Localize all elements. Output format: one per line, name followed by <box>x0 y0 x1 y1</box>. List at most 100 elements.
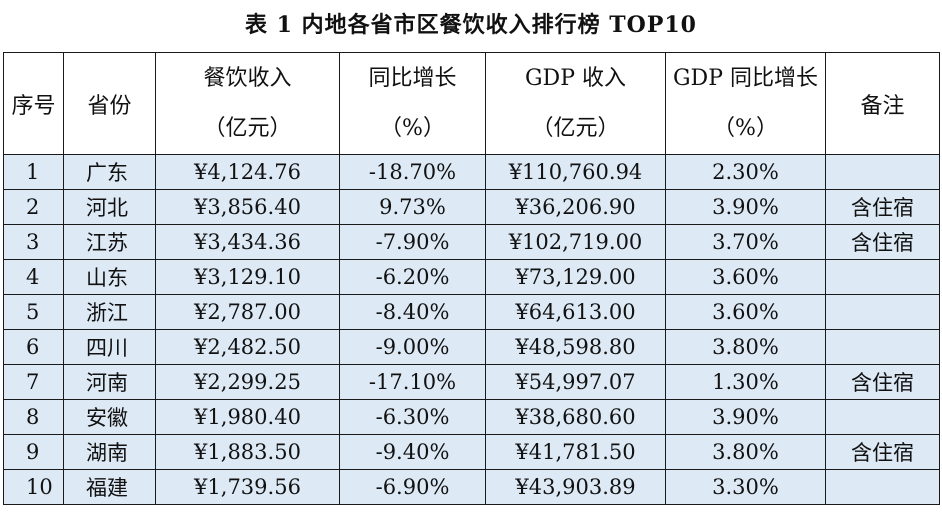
cell-growth: -9.40% <box>339 434 486 470</box>
header-growth: 同比增长 （%） <box>339 52 486 155</box>
cell-province: 河南 <box>63 364 156 400</box>
table-row: 10 福建 ¥1,739.56 -6.90% ¥43,903.89 3.30% <box>3 469 940 505</box>
header-gdp: GDP 收入 （亿元） <box>485 52 666 155</box>
cell-gdp-growth: 3.60% <box>665 294 826 330</box>
cell-revenue: ¥2,299.25 <box>155 364 340 400</box>
table-caption: 表 1 内地各省市区餐饮收入排行榜 TOP10 <box>245 12 697 38</box>
cell-gdp-growth: 3.80% <box>665 434 826 470</box>
table-header: 序号 省份 餐饮收入 （亿元） 同比增长 （%） GDP 收入 （亿元） GDP… <box>3 52 940 155</box>
cell-gdp-growth: 3.60% <box>665 259 826 295</box>
table-row: 6 四川 ¥2,482.50 -9.00% ¥48,598.80 3.80% <box>3 329 940 365</box>
table-row: 3 江苏 ¥3,434.36 -7.90% ¥102,719.00 3.70% … <box>3 224 940 260</box>
cell-province: 福建 <box>63 469 156 505</box>
cell-note <box>825 294 940 330</box>
cell-note: 含住宿 <box>825 434 940 470</box>
table-row: 8 安徽 ¥1,980.40 -6.30% ¥38,680.60 3.90% <box>3 399 940 435</box>
cell-revenue: ¥4,124.76 <box>155 154 340 190</box>
table-row: 4 山东 ¥3,129.10 -6.20% ¥73,129.00 3.60% <box>3 259 940 295</box>
cell-gdp: ¥73,129.00 <box>485 259 666 295</box>
cell-province: 广东 <box>63 154 156 190</box>
cell-gdp-growth: 3.30% <box>665 469 826 505</box>
cell-growth: 9.73% <box>339 189 486 225</box>
cell-seq: 1 <box>3 154 64 190</box>
header-gdp-label: GDP 收入 <box>524 65 626 91</box>
cell-revenue: ¥1,883.50 <box>155 434 340 470</box>
cell-gdp-growth: 3.80% <box>665 329 826 365</box>
cell-province: 江苏 <box>63 224 156 260</box>
header-gdp-growth-unit: （%） <box>713 115 778 141</box>
cell-gdp-growth: 2.30% <box>665 154 826 190</box>
cell-province: 安徽 <box>63 399 156 435</box>
table-row: 2 河北 ¥3,856.40 9.73% ¥36,206.90 3.90% 含住… <box>3 189 940 225</box>
cell-province: 湖南 <box>63 434 156 470</box>
cell-note <box>825 399 940 435</box>
cell-seq: 7 <box>3 364 64 400</box>
cell-growth: -18.70% <box>339 154 486 190</box>
cell-gdp: ¥36,206.90 <box>485 189 666 225</box>
table-row: 1 广东 ¥4,124.76 -18.70% ¥110,760.94 2.30% <box>3 154 940 190</box>
cell-revenue: ¥2,787.00 <box>155 294 340 330</box>
cell-revenue: ¥1,739.56 <box>155 469 340 505</box>
table-row: 7 河南 ¥2,299.25 -17.10% ¥54,997.07 1.30% … <box>3 364 940 400</box>
header-revenue: 餐饮收入 （亿元） <box>155 52 340 155</box>
cell-gdp-growth: 1.30% <box>665 364 826 400</box>
header-gdp-growth-label: GDP 同比增长 <box>672 65 818 91</box>
cell-note <box>825 329 940 365</box>
header-gdp-unit: （亿元） <box>531 115 620 141</box>
cell-revenue: ¥3,129.10 <box>155 259 340 295</box>
cell-note <box>825 259 940 295</box>
cell-growth: -6.90% <box>339 469 486 505</box>
cell-gdp: ¥48,598.80 <box>485 329 666 365</box>
cell-growth: -9.00% <box>339 329 486 365</box>
header-growth-unit: （%） <box>380 115 445 141</box>
cell-note <box>825 469 940 505</box>
header-gdp-growth: GDP 同比增长 （%） <box>665 52 826 155</box>
cell-seq: 2 <box>3 189 64 225</box>
cell-growth: -8.40% <box>339 294 486 330</box>
cell-seq: 3 <box>3 224 64 260</box>
cell-seq: 4 <box>3 259 64 295</box>
header-revenue-label: 餐饮收入 <box>203 65 292 91</box>
header-note: 备注 <box>825 52 940 155</box>
header-seq: 序号 <box>3 52 64 155</box>
cell-note <box>825 154 940 190</box>
cell-gdp: ¥102,719.00 <box>485 224 666 260</box>
cell-seq: 8 <box>3 399 64 435</box>
cell-growth: -6.20% <box>339 259 486 295</box>
cell-growth: -7.90% <box>339 224 486 260</box>
cell-gdp: ¥54,997.07 <box>485 364 666 400</box>
cell-seq: 10 <box>3 469 64 505</box>
header-revenue-unit: （亿元） <box>203 115 292 141</box>
cell-gdp-growth: 3.90% <box>665 399 826 435</box>
header-row: 序号 省份 餐饮收入 （亿元） 同比增长 （%） GDP 收入 （亿元） GDP… <box>3 52 940 155</box>
cell-gdp: ¥110,760.94 <box>485 154 666 190</box>
header-province: 省份 <box>63 52 156 155</box>
cell-revenue: ¥2,482.50 <box>155 329 340 365</box>
ranking-table: 序号 省份 餐饮收入 （亿元） 同比增长 （%） GDP 收入 （亿元） GDP… <box>3 52 940 505</box>
cell-seq: 9 <box>3 434 64 470</box>
cell-revenue: ¥3,434.36 <box>155 224 340 260</box>
cell-province: 河北 <box>63 189 156 225</box>
cell-province: 浙江 <box>63 294 156 330</box>
cell-revenue: ¥1,980.40 <box>155 399 340 435</box>
cell-seq: 6 <box>3 329 64 365</box>
cell-growth: -17.10% <box>339 364 486 400</box>
header-growth-label: 同比增长 <box>368 65 457 91</box>
cell-note: 含住宿 <box>825 224 940 260</box>
table-row: 9 湖南 ¥1,883.50 -9.40% ¥41,781.50 3.80% 含… <box>3 434 940 470</box>
cell-gdp: ¥64,613.00 <box>485 294 666 330</box>
cell-province: 山东 <box>63 259 156 295</box>
cell-growth: -6.30% <box>339 399 486 435</box>
cell-gdp: ¥41,781.50 <box>485 434 666 470</box>
table-body: 1 广东 ¥4,124.76 -18.70% ¥110,760.94 2.30%… <box>3 154 940 505</box>
cell-revenue: ¥3,856.40 <box>155 189 340 225</box>
cell-note: 含住宿 <box>825 189 940 225</box>
table-row: 5 浙江 ¥2,787.00 -8.40% ¥64,613.00 3.60% <box>3 294 940 330</box>
cell-gdp-growth: 3.90% <box>665 189 826 225</box>
cell-province: 四川 <box>63 329 156 365</box>
cell-seq: 5 <box>3 294 64 330</box>
cell-gdp: ¥43,903.89 <box>485 469 666 505</box>
cell-note: 含住宿 <box>825 364 940 400</box>
cell-gdp: ¥38,680.60 <box>485 399 666 435</box>
cell-gdp-growth: 3.70% <box>665 224 826 260</box>
